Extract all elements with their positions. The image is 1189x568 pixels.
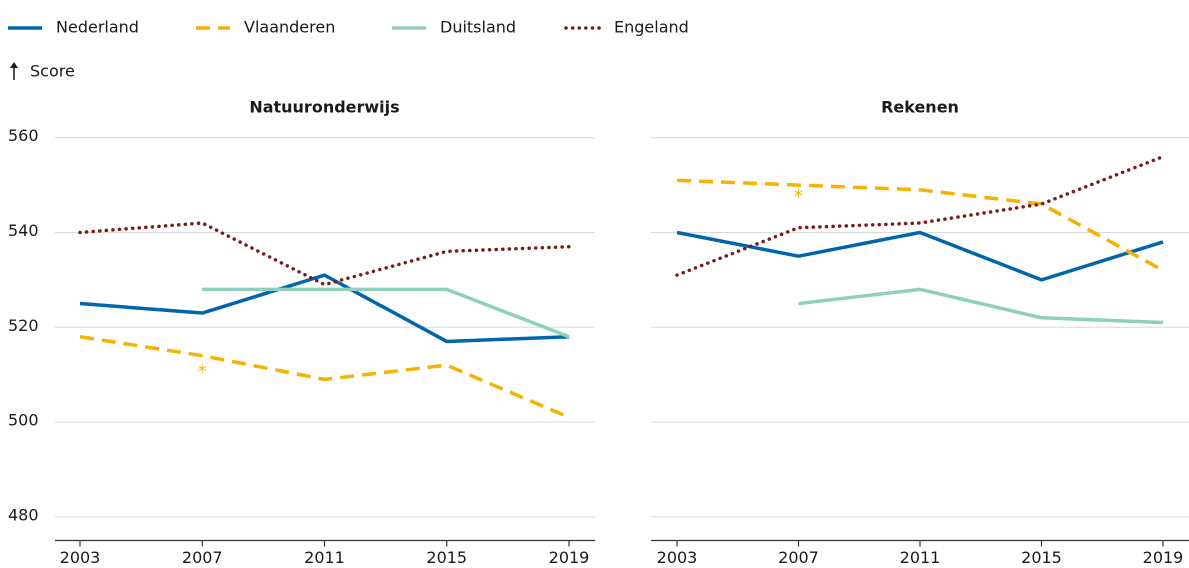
x-tick-label: 2007 (778, 548, 819, 567)
x-tick-label: 2015 (426, 548, 467, 567)
x-tick-label: 2019 (549, 548, 590, 567)
data-line (676, 178, 1164, 272)
annotation: * (794, 186, 803, 207)
x-tick-label: 2015 (1021, 548, 1062, 567)
y-tick-label: 480 (8, 505, 39, 524)
y-tick-label: 520 (8, 316, 39, 335)
annotation: * (198, 361, 207, 382)
legend-label: Nederland (56, 18, 139, 37)
y-tick-label: 560 (8, 126, 39, 145)
data-line (202, 287, 570, 339)
data-line (676, 230, 1164, 282)
x-tick-label: 2019 (1143, 548, 1184, 567)
y-axis-arrowhead (10, 62, 18, 68)
x-tick-label: 2003 (657, 548, 698, 567)
y-axis-label: Score (30, 62, 75, 81)
panel-title: Natuuronderwijs (249, 98, 399, 117)
x-tick-label: 2011 (304, 548, 345, 567)
y-tick-label: 500 (8, 411, 39, 430)
x-tick-label: 2007 (182, 548, 223, 567)
legend-label: Vlaanderen (244, 18, 335, 37)
data-line (79, 334, 570, 419)
x-tick-label: 2011 (900, 548, 941, 567)
x-tick-label: 2003 (60, 548, 101, 567)
legend-label: Engeland (614, 18, 689, 37)
data-line (798, 287, 1164, 325)
legend-label: Duitsland (440, 18, 516, 37)
data-line (79, 273, 570, 344)
panel-title: Rekenen (881, 98, 959, 117)
y-tick-label: 540 (8, 221, 39, 240)
data-line (675, 154, 1165, 277)
